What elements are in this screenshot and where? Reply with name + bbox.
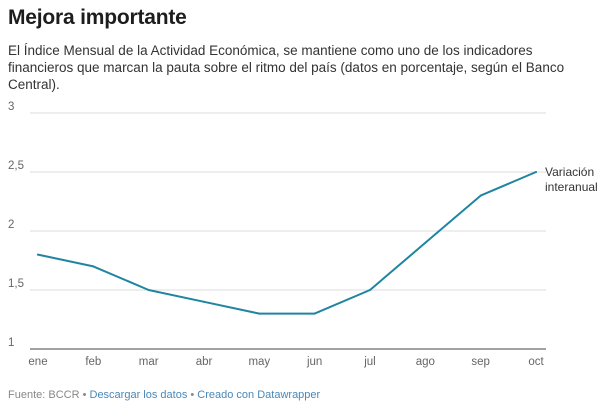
data-point [424,241,427,244]
y-tick-label: 1 [8,337,14,349]
chart-title: Mejora importante [8,6,187,29]
x-tick-label: feb [85,356,101,368]
x-tick-label: mar [139,356,159,368]
x-tick-label: jun [306,356,322,368]
line-chart: 1 1,5 2 2,5 3 ene feb mar abr may jun jul ago sep oct… [8,101,598,368]
footer: Fuente: BCCR • Descargar los datos • Cre… [8,389,320,401]
y-axis-tick-labels: 1 1,5 2 2,5 3 [8,101,24,349]
data-point [369,289,371,291]
footer-separator: • [79,389,90,401]
source-text: Fuente: BCCR [8,389,80,401]
data-point [147,289,150,291]
datawrapper-credit-link[interactable]: Creado con Datawrapper [197,389,321,401]
footer-separator: • [187,389,198,401]
y-tick-label: 2 [8,219,14,231]
data-point [258,312,261,315]
x-tick-label: jul [363,356,376,368]
x-tick-label: ago [416,356,435,368]
data-point [203,300,205,303]
x-axis-tick-labels: ene feb mar abr may jun jul ago sep oct [28,356,544,368]
chart-description: El Índice Mensual de la Actividad Económ… [8,43,565,92]
data-point [313,312,316,315]
series-line [37,171,537,315]
y-tick-label: 2,5 [8,160,24,172]
series-layer: Variación interanual [37,165,598,315]
x-tick-label: oct [528,356,544,368]
data-point [37,253,39,256]
grid-lines [30,112,546,350]
data-point [92,265,95,268]
download-data-link[interactable]: Descargar los datos [89,389,188,401]
series-label: Variación interanual [545,165,598,194]
x-tick-label: may [248,356,270,368]
data-point [535,171,537,173]
data-point [479,194,482,197]
x-tick-label: sep [471,356,490,368]
x-tick-label: ene [28,356,47,368]
y-tick-label: 1,5 [8,278,24,290]
x-tick-label: abr [196,356,213,368]
y-tick-label: 3 [8,101,14,113]
